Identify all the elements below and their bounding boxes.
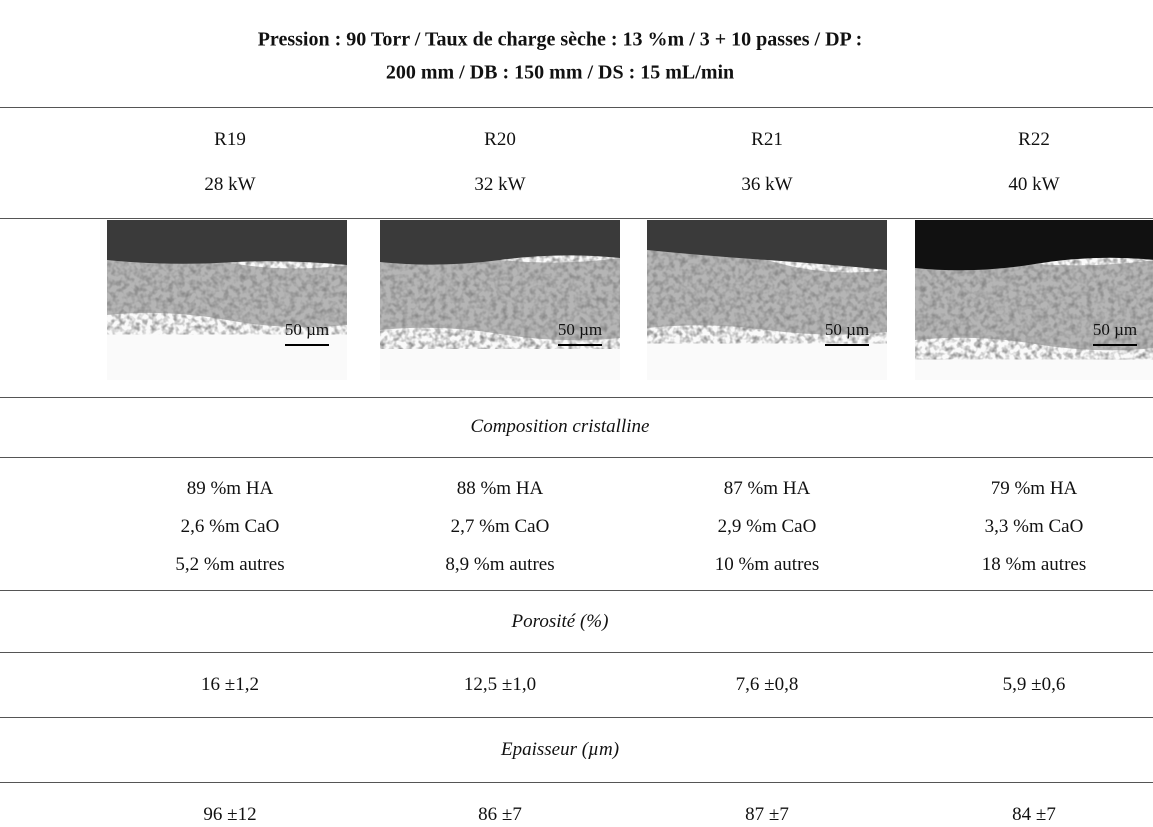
micrograph [107,220,347,380]
rule [0,457,1153,458]
scale-bar-label: 50 µm [824,320,870,339]
scale-bar [558,344,602,346]
micrograph [647,220,887,380]
composition-value: 79 %m HA [990,478,1078,499]
micrograph-image [107,220,347,380]
power-label: 36 kW [741,174,793,195]
composition-value: 2,7 %m CaO [450,516,550,537]
header-line: 200 mm / DB : 150 mm / DS : 15 mL/min [385,61,735,84]
rule [0,782,1153,783]
composition-value: 10 %m autres [714,554,820,575]
composition-value: 2,6 %m CaO [180,516,280,537]
thickness-value: 87 ±7 [745,804,789,825]
composition-value: 2,9 %m CaO [717,516,817,537]
power-label: 32 kW [474,174,526,195]
section-title: Composition cristalline [470,416,650,437]
micrograph-image [915,220,1153,380]
composition-value: 8,9 %m autres [445,554,555,575]
scale-bar [1093,344,1137,346]
section-title: Epaisseur (µm) [500,739,620,760]
power-label: 28 kW [204,174,256,195]
composition-value: 5,2 %m autres [175,554,285,575]
composition-value: 3,3 %m CaO [984,516,1084,537]
rule [0,107,1153,108]
porosity-value: 16 ±1,2 [201,674,259,695]
thickness-value: 86 ±7 [478,804,522,825]
micrograph-image [647,220,887,380]
micrograph-image [380,220,620,380]
sample-label: R20 [484,129,516,150]
micrograph [915,220,1153,380]
power-label: 40 kW [1008,174,1060,195]
scale-bar-label: 50 µm [557,320,603,339]
micrograph [380,220,620,380]
composition-value: 18 %m autres [981,554,1087,575]
rule [0,397,1153,398]
header-line: Pression : 90 Torr / Taux de charge sèch… [257,28,863,51]
composition-value: 89 %m HA [186,478,274,499]
sample-label: R22 [1018,129,1050,150]
rule [0,218,1153,219]
porosity-value: 12,5 ±1,0 [463,674,537,695]
section-title: Porosité (%) [511,611,609,632]
thickness-value: 96 ±12 [203,804,257,825]
rule [0,652,1153,653]
scale-bar [285,344,329,346]
scale-bar [825,344,869,346]
porosity-value: 5,9 ±0,6 [1002,674,1066,695]
thickness-value: 84 ±7 [1012,804,1056,825]
scale-bar-label: 50 µm [1092,320,1138,339]
porosity-value: 7,6 ±0,8 [735,674,799,695]
composition-value: 88 %m HA [456,478,544,499]
sample-label: R21 [751,129,783,150]
rule [0,717,1153,718]
rule [0,590,1153,591]
composition-value: 87 %m HA [723,478,811,499]
sample-label: R19 [214,129,246,150]
scale-bar-label: 50 µm [284,320,330,339]
